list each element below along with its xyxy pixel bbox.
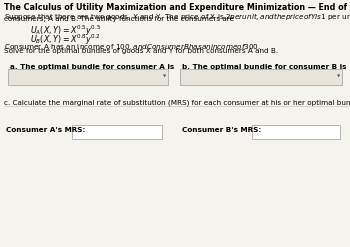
Text: c. Calculate the marginal rate of substitution (MRS) for each consumer at his or: c. Calculate the marginal rate of substi… xyxy=(4,99,350,105)
FancyBboxPatch shape xyxy=(8,69,168,85)
FancyBboxPatch shape xyxy=(72,125,162,139)
Text: ▼: ▼ xyxy=(337,75,340,79)
Text: $U_B(X, Y) = X^{0.8}y^{0.2}$: $U_B(X, Y) = X^{0.8}y^{0.2}$ xyxy=(30,33,101,47)
FancyBboxPatch shape xyxy=(252,125,340,139)
Text: $U_A(X, Y) = X^{0.5}y^{0.5}$: $U_A(X, Y) = X^{0.5}y^{0.5}$ xyxy=(30,24,101,38)
Text: a. The optimal bundle for consumer A is: a. The optimal bundle for consumer A is xyxy=(10,64,174,70)
Text: Solve for the optimal bundles of goods X and Y for both consumers A and B.: Solve for the optimal bundles of goods X… xyxy=(4,48,278,54)
Text: b. The optimal bundle for consumer B is: b. The optimal bundle for consumer B is xyxy=(182,64,346,70)
Text: Consumer A's MRS:: Consumer A's MRS: xyxy=(6,127,85,133)
Text: consumers, A and B. The utility functions for the consumers are: consumers, A and B. The utility function… xyxy=(4,16,234,22)
Text: Suppose that there are two goods, X and Y. The price of X is $2 per unit, and th: Suppose that there are two goods, X and … xyxy=(4,11,350,22)
Text: ▼: ▼ xyxy=(163,75,166,79)
FancyBboxPatch shape xyxy=(180,69,342,85)
Text: The Calculus of Utility Maximization and Expenditure Minimization — End of Appen: The Calculus of Utility Maximization and… xyxy=(4,3,350,12)
Text: Consumer B's MRS:: Consumer B's MRS: xyxy=(182,127,261,133)
Text: Consumer A has an income of $100, and Consumer B has an income of $300.: Consumer A has an income of $100, and Co… xyxy=(4,42,261,52)
